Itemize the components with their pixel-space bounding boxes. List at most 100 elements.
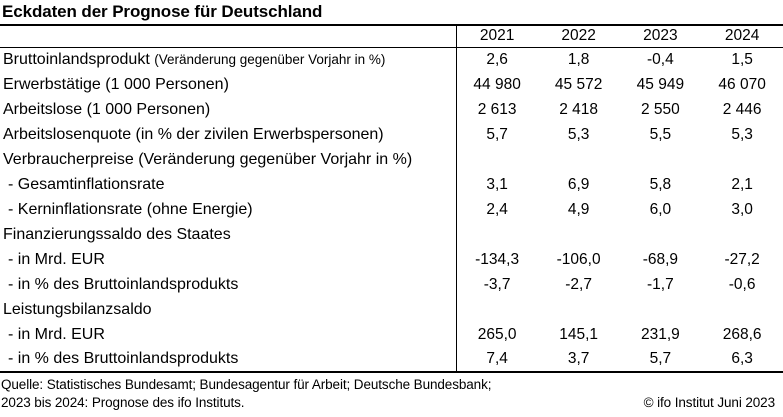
copyright-note: © ifo Institut Juni 2023 (643, 395, 775, 410)
forecast-table: 2021 2022 2023 2024 Bruttoinlandsprodukt… (0, 24, 783, 373)
header-year-2021: 2021 (456, 25, 538, 48)
value-cell: -27,2 (724, 250, 760, 268)
value-cell (701, 147, 783, 172)
table-row: - Gesamtinflationsrate 3,1 6,9 5,8 2,1 (0, 172, 783, 197)
table-row: Bruttoinlandsprodukt (Veränderung gegenü… (0, 47, 783, 72)
row-label: Arbeitslose (1 000 Personen) (3, 100, 211, 118)
row-label: - in % des Bruttoinlandsprodukts (8, 275, 239, 293)
table-row: Erwerbstätige (1 000 Personen) 44 980 45 5… (0, 72, 783, 97)
value-cell: 6,3 (731, 350, 753, 367)
value-cell (456, 297, 538, 322)
value-cell: 265,0 (477, 325, 517, 343)
row-label-cell: - in Mrd. EUR (0, 247, 457, 272)
row-label: - Kerninflationsrate (ohne Energie) (8, 200, 253, 218)
value-cell: 2 446 (722, 100, 762, 118)
row-label-cell: - Kerninflationsrate (ohne Energie) (0, 197, 457, 222)
value-cell: -2,7 (565, 275, 592, 293)
value-cell (701, 297, 783, 322)
header-label-cell (0, 25, 457, 48)
row-label: Erwerbstätige (1 000 Personen) (3, 75, 229, 93)
row-label-cell: - in % des Bruttoinlandsprodukts (0, 272, 457, 297)
value-cell: 3,0 (731, 200, 753, 218)
value-cell: 6,9 (567, 175, 590, 193)
value-cell: -134,3 (475, 250, 520, 268)
table-row: Finanzierungssaldo des Staates (0, 222, 783, 247)
row-label-cell: Arbeitslose (1 000 Personen) (0, 97, 457, 122)
value-cell: 145,1 (559, 325, 599, 343)
value-cell: -106,0 (556, 250, 601, 268)
row-label-cell: Finanzierungssaldo des Staates (0, 222, 457, 247)
value-cell: 2,1 (731, 175, 753, 193)
value-cell: 45 949 (636, 75, 685, 93)
table-header-row: 2021 2022 2023 2024 (0, 25, 783, 48)
row-label: Bruttoinlandsprodukt (3, 50, 150, 68)
row-label-cell: - Gesamtinflationsrate (0, 172, 457, 197)
value-cell: 2,4 (486, 200, 508, 218)
row-label: - in Mrd. EUR (8, 250, 105, 268)
value-cell: 2 550 (640, 100, 680, 118)
row-label: Finanzierungssaldo des Staates (3, 225, 231, 243)
value-cell (456, 147, 538, 172)
value-cell: 44 980 (473, 75, 521, 93)
value-cell: 2 418 (559, 100, 599, 118)
value-cell: -1,7 (647, 275, 674, 293)
value-cell: 1,8 (567, 50, 590, 68)
table-row: - in % des Bruttoinlandsprodukts -3,7 -2,7… (0, 272, 783, 297)
header-year-2024: 2024 (701, 25, 783, 48)
row-label: Arbeitslosenquote (in % der zivilen Erwe… (3, 125, 384, 143)
value-cell (538, 297, 620, 322)
footnote-row: 2023 bis 2024: Prognose des ifo Institut… (1, 394, 783, 412)
table-row: - in Mrd. EUR -134,3 -106,0 -68,9 -27,2 (0, 247, 783, 272)
value-cell: 5,8 (649, 175, 672, 193)
value-cell: 5,5 (649, 125, 672, 143)
row-label-cell: - in % des Bruttoinlandsprodukts (0, 347, 457, 372)
value-cell (620, 147, 702, 172)
value-cell: 268,6 (722, 325, 762, 343)
table-row: - in % des Bruttoinlandsprodukts 7,4 3,7 5,… (0, 347, 783, 372)
row-label-cell: Erwerbstätige (1 000 Personen) (0, 72, 457, 97)
value-cell: 7,4 (486, 350, 508, 367)
value-cell: 4,9 (567, 200, 590, 218)
value-cell (538, 222, 620, 247)
value-cell: 3,7 (567, 350, 590, 367)
value-cell (620, 222, 702, 247)
value-cell: 45 572 (554, 75, 603, 93)
value-cell: -68,9 (642, 250, 679, 268)
value-cell (620, 297, 702, 322)
row-label-cell: Bruttoinlandsprodukt (Veränderung gegenü… (0, 47, 457, 72)
table-footnotes: Quelle: Statistisches Bundesamt; Bundesa… (0, 373, 783, 412)
row-label: Verbraucherpreise (Veränderung gegenüber… (3, 150, 413, 168)
value-cell (538, 147, 620, 172)
value-cell: 2 613 (477, 100, 517, 118)
row-label-cell: - in Mrd. EUR (0, 322, 457, 347)
value-cell: 5,7 (486, 125, 508, 143)
row-label: - in Mrd. EUR (8, 325, 105, 343)
value-cell: 5,3 (731, 125, 753, 143)
value-cell: -3,7 (483, 275, 511, 293)
header-year-2023: 2023 (619, 25, 702, 48)
value-cell (456, 222, 538, 247)
value-cell: 5,3 (567, 125, 590, 143)
table-row: Verbraucherpreise (Veränderung gegenüber… (0, 147, 783, 172)
table-row: Arbeitslose (1 000 Personen) 2 613 2 418 2 … (0, 97, 783, 122)
value-cell: -0,6 (728, 275, 756, 293)
forecast-note: 2023 bis 2024: Prognose des ifo Institut… (1, 395, 245, 410)
header-year-2022: 2022 (537, 25, 620, 48)
value-cell: 1,5 (731, 50, 753, 68)
table-row: Leistungsbilanzsaldo (0, 297, 783, 322)
table-row: - in Mrd. EUR 265,0 145,1 231,9 268,6 (0, 322, 783, 347)
row-label-cell: Leistungsbilanzsaldo (0, 297, 457, 322)
value-cell: 231,9 (640, 325, 680, 343)
row-label-note: (Veränderung gegenüber Vorjahr in %) (154, 51, 386, 67)
value-cell: -0,4 (647, 50, 674, 68)
value-cell: 2,6 (486, 50, 508, 68)
row-label-cell: Arbeitslosenquote (in % der zivilen Erwe… (0, 122, 457, 147)
row-label: - Gesamtinflationsrate (8, 175, 165, 193)
value-cell: 3,1 (486, 175, 508, 193)
value-cell: 6,0 (649, 200, 672, 218)
row-label: Leistungsbilanzsaldo (3, 300, 152, 318)
value-cell: 5,7 (649, 350, 672, 367)
row-label-cell: Verbraucherpreise (Veränderung gegenüber… (0, 147, 457, 172)
value-cell (701, 222, 783, 247)
